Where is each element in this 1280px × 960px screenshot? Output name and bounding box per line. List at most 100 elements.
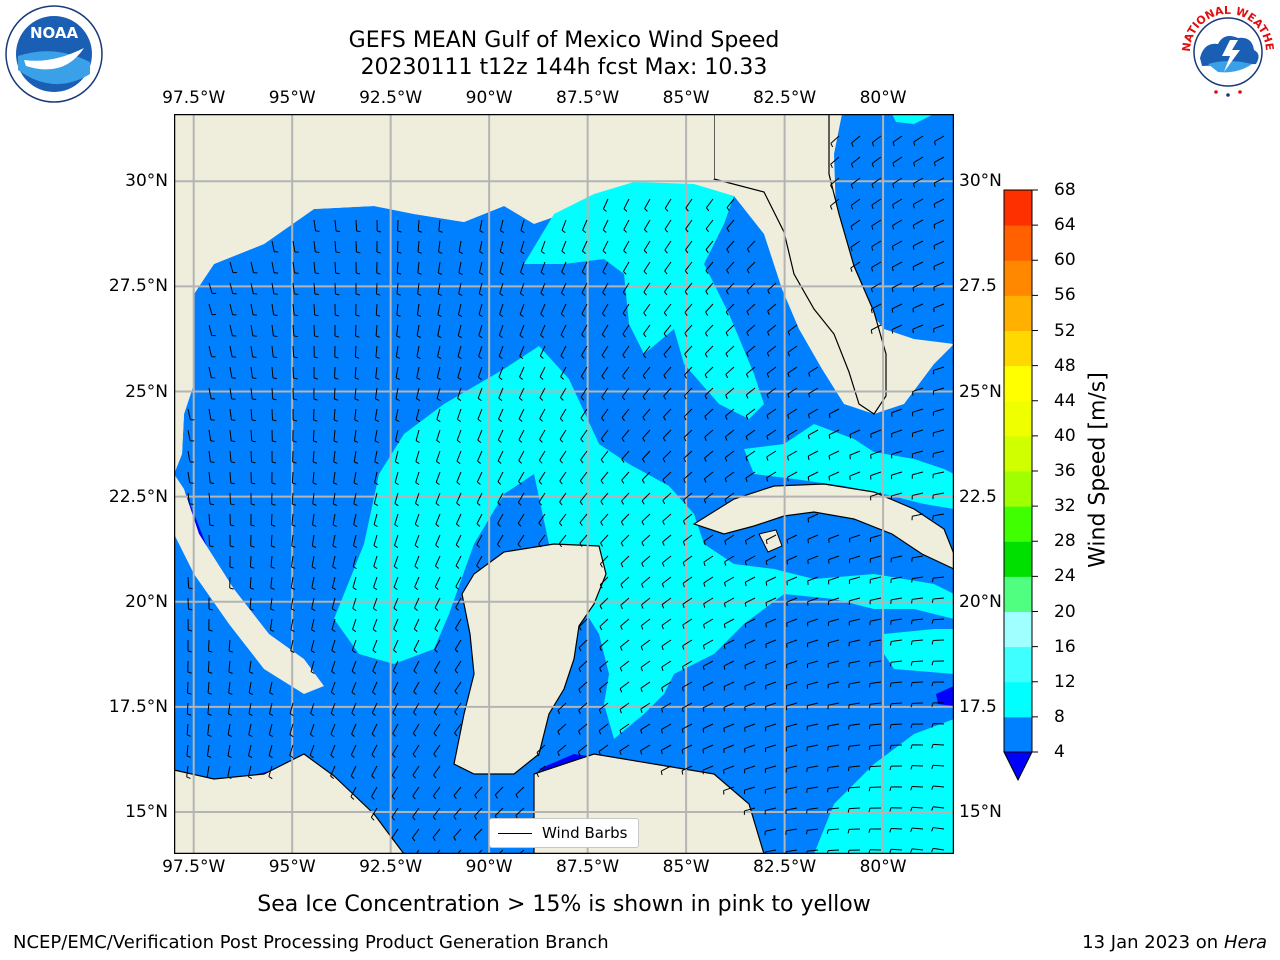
wind-barb — [229, 576, 234, 590]
wind-barb — [187, 471, 194, 484]
wind-barb — [724, 450, 735, 462]
wind-barb — [312, 492, 317, 506]
wind-barb — [373, 576, 378, 591]
wind-barb — [684, 282, 693, 296]
wind-barb — [376, 282, 381, 296]
wind-barb — [848, 639, 861, 647]
wind-barb — [869, 597, 882, 605]
wind-barb — [933, 135, 945, 146]
wind-barb — [270, 513, 276, 527]
wind-barb — [641, 555, 651, 568]
wind-barb — [619, 744, 630, 756]
wind-barb — [724, 471, 735, 483]
wind-barb — [642, 366, 651, 380]
wind-barb — [374, 408, 380, 422]
wind-barb — [353, 450, 359, 464]
colorbar-tick-label: 64 — [1054, 215, 1076, 236]
wind-barb — [187, 639, 192, 653]
chart-subtitle: 20230111 t12z 144h fcst Max: 10.33 — [360, 55, 768, 80]
wind-barb — [640, 681, 651, 693]
wind-barb — [765, 576, 777, 586]
wind-barb — [539, 345, 546, 359]
wind-barb — [561, 240, 567, 255]
lon-tick-label: 92.5°W — [359, 88, 423, 108]
wind-barb — [334, 261, 340, 275]
lon-tick-label: 85°W — [662, 857, 710, 877]
wind-barb — [765, 681, 777, 690]
wind-barb — [269, 681, 274, 696]
wind-barb — [828, 429, 840, 439]
wind-barb — [828, 576, 840, 585]
wind-barb — [746, 303, 756, 316]
wind-barb — [250, 387, 257, 401]
wind-barb — [890, 639, 903, 646]
wind-barb — [787, 429, 798, 440]
wind-barb — [725, 324, 735, 337]
wind-barb — [661, 681, 672, 692]
wind-barb — [912, 408, 924, 417]
wind-barb — [848, 723, 861, 730]
wind-barb — [354, 366, 360, 380]
wind-barb — [765, 618, 777, 628]
wind-barb — [229, 429, 236, 443]
colorbar-tick-label: 12 — [1054, 671, 1076, 692]
wind-barb — [474, 807, 483, 820]
wind-barb — [227, 744, 232, 758]
wind-barb — [827, 660, 840, 668]
wind-barb — [765, 597, 777, 607]
wind-barb — [912, 303, 924, 313]
wind-barb — [725, 345, 735, 358]
wind-barb — [806, 765, 819, 773]
wind-barb — [540, 240, 546, 255]
wind-barb — [933, 282, 945, 292]
wind-barb — [660, 723, 672, 734]
wind-barb — [786, 576, 798, 586]
wind-barb — [910, 681, 924, 687]
wind-barb — [871, 219, 882, 230]
ocean-cyan-top — [892, 114, 934, 124]
wind-barb — [391, 786, 399, 800]
wind-barb — [290, 639, 295, 654]
wind-barb — [229, 408, 236, 421]
wind-barb — [622, 282, 630, 296]
wind-barb — [827, 723, 840, 730]
wind-barb — [765, 702, 777, 711]
wind-barb — [681, 765, 693, 775]
wind-barb — [662, 534, 672, 546]
wind-barb — [229, 387, 236, 400]
colorbar-tick-label: 56 — [1054, 285, 1076, 306]
colorbar-segment — [1004, 716, 1032, 753]
wind-barb — [373, 492, 379, 507]
wind-barb — [456, 849, 462, 854]
wind-barb — [497, 513, 504, 527]
wind-barb — [827, 702, 840, 710]
wind-barb — [705, 219, 714, 233]
wind-barb — [663, 408, 672, 421]
wind-barb — [723, 765, 735, 774]
wind-barb — [807, 555, 819, 565]
wind-barb — [435, 849, 441, 854]
wind-barb — [827, 786, 840, 793]
wind-barb — [271, 408, 277, 422]
colorbar-tick-label: 32 — [1054, 496, 1076, 517]
wind-barb — [432, 828, 441, 842]
wind-barb — [332, 471, 338, 485]
wind-barb — [703, 618, 714, 629]
wind-barb — [435, 513, 441, 527]
wind-barb — [623, 219, 630, 233]
wind-barb — [764, 849, 777, 854]
wind-barb — [868, 744, 882, 750]
wind-barb — [767, 303, 777, 315]
wind-barb — [271, 492, 276, 506]
colorbar — [1003, 189, 1038, 782]
wind-barb — [248, 723, 253, 738]
wind-barb — [912, 240, 924, 250]
wind-barb — [871, 198, 882, 210]
wind-barb — [330, 723, 336, 738]
wind-barb — [375, 345, 380, 359]
wind-barb — [706, 198, 714, 212]
wind-barb — [578, 681, 588, 694]
wind-barb — [313, 240, 320, 253]
wind-barb — [598, 702, 609, 714]
wind-barb — [910, 744, 924, 749]
